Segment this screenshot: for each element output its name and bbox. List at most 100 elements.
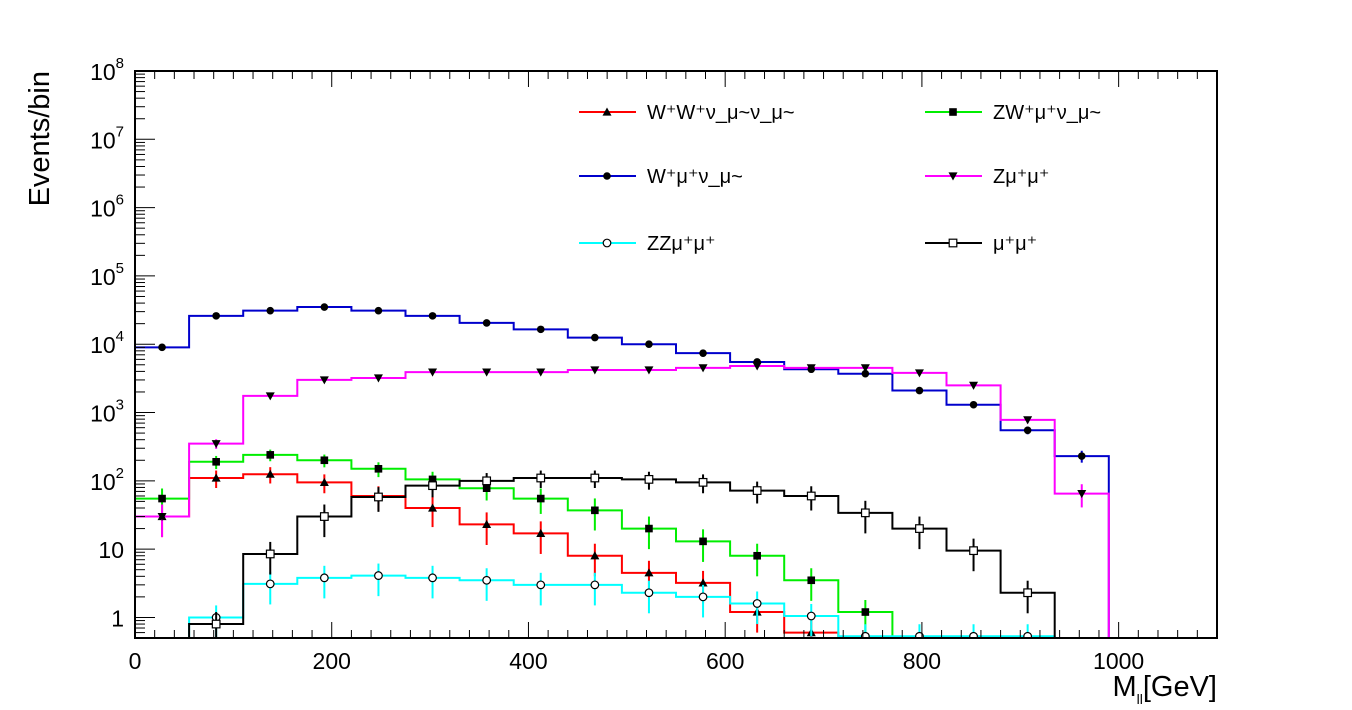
- series-wv-point: [212, 312, 220, 320]
- series-zwv-point: [645, 524, 653, 533]
- series-zzmm-point: [1023, 631, 1033, 638]
- series-zzmm-point: [644, 588, 654, 598]
- series-mm-point: [265, 549, 275, 559]
- y-tick-label-exponent: 8: [116, 55, 124, 72]
- series-zzmm-point: [752, 599, 762, 608]
- series-zwv-point: [266, 451, 275, 459]
- y-tick-label-exponent: 3: [116, 397, 124, 414]
- series-wv-point: [374, 306, 383, 315]
- series-mm-point: [428, 481, 437, 491]
- series-zmm-point: [1077, 490, 1087, 499]
- series-zzmm-point: [482, 575, 492, 585]
- y-tick-label: 105: [90, 260, 124, 290]
- legend-zzmm-label: ZZμ⁺μ⁺: [647, 233, 716, 255]
- series-wv-point: [645, 340, 653, 349]
- series-zmm-point: [157, 512, 167, 522]
- x-tick-label: 800: [903, 648, 941, 674]
- series-zmm-point: [752, 362, 762, 371]
- series-zwv-point: [374, 465, 383, 473]
- y-tick-label-base: 10: [90, 264, 116, 290]
- x-tick-label: 600: [706, 648, 744, 674]
- y-tick-label-base: 10: [90, 196, 116, 222]
- y-tick-label-exponent: 7: [116, 123, 124, 140]
- series-wv-point: [861, 369, 870, 378]
- series-wwvv-point: [211, 473, 221, 482]
- series-mm-point: [969, 546, 978, 556]
- legend-mm-label: μ⁺μ⁺: [993, 233, 1037, 255]
- series-zmm-point: [482, 368, 492, 377]
- series-mm-point: [860, 508, 870, 518]
- series-zwv-point: [536, 494, 545, 503]
- y-tick-label: 1: [111, 605, 124, 631]
- series-zwv-point: [591, 506, 599, 515]
- series-zmm-point: [590, 366, 600, 375]
- x-tick-label: 400: [509, 648, 547, 674]
- legend-zmm-marker: [948, 172, 958, 181]
- series-zmm-point: [319, 376, 329, 385]
- series-wwvv-point: [265, 469, 275, 478]
- y-tick-label-base: 10: [90, 401, 116, 427]
- y-tick-label: 107: [90, 123, 124, 153]
- plot-frame: [134, 70, 1218, 639]
- series-wwvv-point: [590, 551, 600, 560]
- series-zzmm-point: [536, 580, 546, 590]
- legend-mm-marker: [948, 238, 958, 248]
- series-zwv-point: [861, 608, 870, 616]
- axis-layer: 0 200 400 600 800 100011010210310410510610710…: [90, 55, 1218, 674]
- series-zmm-point: [1023, 416, 1033, 425]
- series-zzmm-point: [806, 611, 816, 621]
- series-wv-point: [536, 325, 545, 334]
- series-mm-point: [319, 512, 329, 521]
- legend-wv-marker: [603, 172, 611, 180]
- series-zzmm-point: [915, 631, 924, 638]
- series-zzmm-point: [319, 573, 329, 583]
- legend-wwvv-label: W⁺W⁺ν_μ~ν_μ~: [647, 102, 795, 124]
- series-wv-point: [915, 386, 924, 395]
- y-tick-label-base: 10: [90, 332, 116, 358]
- series-wwvv-point: [482, 519, 492, 529]
- series-zmm-point: [428, 368, 438, 377]
- legend-wv-label: W⁺μ⁺ν_μ~: [647, 166, 743, 188]
- series-wwvv-point: [644, 568, 654, 577]
- series-zzmm-point: [969, 631, 978, 638]
- series-zmm-point: [860, 364, 870, 373]
- series-zzmm-point: [374, 571, 383, 580]
- marker-layer: [157, 303, 1087, 638]
- legend-zwv-marker: [949, 108, 957, 116]
- series-wwvv-point: [428, 503, 438, 512]
- series-zwv-point: [807, 576, 816, 585]
- series-zwv-point: [753, 551, 761, 560]
- series-mm-point: [536, 473, 546, 483]
- series-mm-point: [806, 491, 816, 501]
- series-mm-point: [374, 492, 383, 502]
- series-mm-point: [752, 486, 762, 495]
- series-wwvv-point: [319, 477, 329, 486]
- legend-zwv-label: ZW⁺μ⁺ν_μ~: [993, 102, 1101, 124]
- legend: W⁺W⁺ν_μ~ν_μ~ ZW⁺μ⁺ν_μ~ W⁺μ⁺ν_μ~ Zμ⁺μ⁺ ZZμ⁺μ⁺…: [579, 102, 1101, 255]
- series-zzmm-point: [590, 580, 600, 590]
- y-tick-label-exponent: 2: [116, 465, 124, 482]
- series-mm-point: [211, 619, 221, 629]
- series-mm-point: [644, 474, 654, 484]
- y-tick-label-base: 10: [90, 469, 116, 495]
- series-wv-point: [482, 319, 491, 327]
- series-zwv-point: [320, 456, 329, 465]
- x-tick-label: 0: [129, 648, 142, 674]
- x-axis-title-unit: [GeV]: [1143, 671, 1217, 703]
- legend-wwvv-marker: [602, 107, 612, 116]
- y-tick-label-exponent: 5: [116, 260, 124, 277]
- y-tick-label: 102: [90, 465, 124, 495]
- y-tick-label-exponent: 6: [116, 192, 124, 209]
- series-wv-point: [1023, 426, 1032, 435]
- series-zzmm-point: [428, 573, 437, 583]
- series-wwvv-point: [536, 528, 546, 537]
- series-zmm-point: [969, 381, 979, 390]
- series-zzmm-point: [698, 592, 708, 602]
- series-wv-point: [428, 312, 437, 320]
- y-tick-label-base: 10: [90, 127, 116, 153]
- legend-zmm-label: Zμ⁺μ⁺: [993, 166, 1049, 188]
- series-zwv-point: [158, 494, 166, 503]
- y-axis-title: Events/bin: [24, 71, 56, 206]
- y-tick-label: 106: [90, 192, 124, 222]
